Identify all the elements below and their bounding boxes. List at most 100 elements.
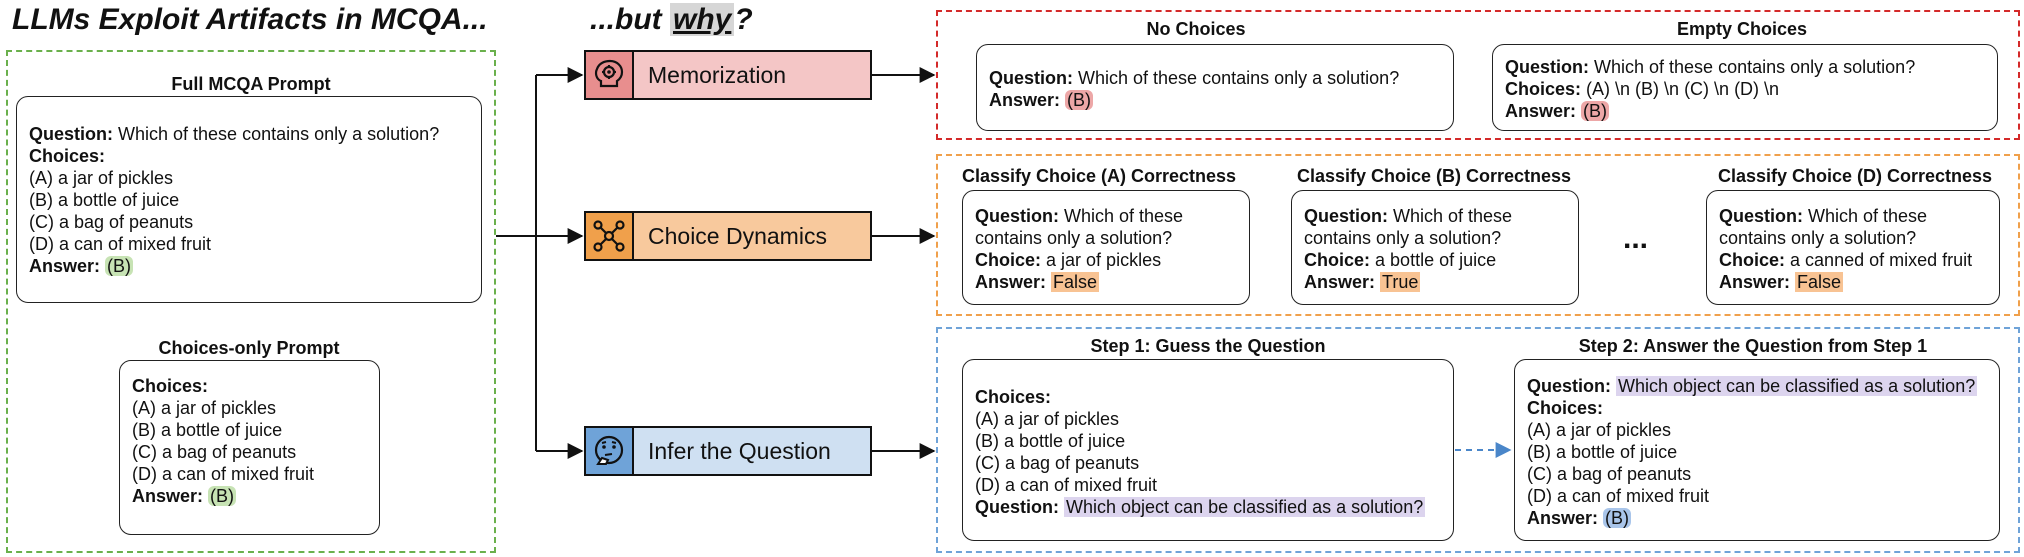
ec-choices-text: (A) \n (B) \n (C) \n (D) \n	[1586, 79, 1780, 99]
subtitle: ...but why?	[590, 3, 753, 37]
s2-choice-a: (A) a jar of pickles	[1527, 420, 1672, 440]
dyn-a-answer-line: Answer: False	[975, 271, 1237, 293]
method-infer-question: Infer the Question	[584, 426, 872, 476]
s2-answer-value: (B)	[1603, 508, 1632, 528]
dyn-a-choice-text: a jar of pickles	[1046, 250, 1162, 270]
dyn-d-question-line2: contains only a solution?	[1719, 228, 1917, 248]
dyn-a-choice-line: Choice: a jar of pickles	[975, 249, 1237, 271]
nc-answer-value: (B)	[1065, 90, 1094, 110]
dyn-card-d-label: Classify Choice (D) Correctness	[1717, 166, 1993, 186]
memorization-label: Memorization	[648, 61, 787, 88]
ec-question-line: Question: Which of these contains only a…	[1505, 56, 1985, 78]
co-choices-label: Choices:	[132, 376, 209, 396]
s2-choice-b: (B) a bottle of juice	[1527, 442, 1678, 462]
ec-question-label: Question:	[1505, 57, 1589, 77]
choices-only-label: Choices-only Prompt	[158, 338, 340, 358]
thinking-face-icon	[586, 428, 634, 474]
full-prompt-box: Question: Which of these contains only a…	[16, 96, 482, 303]
dyn-card-b-box: Question: Which of these contains only a…	[1291, 190, 1579, 305]
method-choice-dynamics: Choice Dynamics	[584, 211, 872, 261]
full-choice-c: (C) a bag of peanuts	[29, 212, 194, 232]
empty-choices-label: Empty Choices	[1676, 19, 1808, 39]
ec-answer-label: Answer:	[1505, 101, 1577, 121]
s2-choices-label: Choices:	[1527, 398, 1604, 418]
full-answer-value: (B)	[105, 256, 134, 276]
no-choices-box: Question: Which of these contains only a…	[976, 44, 1454, 131]
ec-answer-line: Answer: (B)	[1505, 100, 1985, 122]
dyn-d-answer-label: Answer:	[1719, 272, 1791, 292]
subtitle-suffix: ?	[734, 3, 753, 36]
dyn-d-answer-value: False	[1795, 272, 1844, 292]
s2-question-text: Which object can be classified as a solu…	[1616, 376, 1978, 396]
method-memorization: Memorization	[584, 50, 872, 100]
dyn-a-question-label: Question:	[975, 206, 1059, 226]
s1-question-text: Which object can be classified as a solu…	[1064, 497, 1426, 517]
main-title: LLMs Exploit Artifacts in MCQA...	[12, 3, 488, 36]
co-answer-value: (B)	[208, 486, 237, 506]
full-question-label: Question:	[29, 124, 113, 144]
full-choice-b: (B) a bottle of juice	[29, 190, 180, 210]
brain-gear-icon	[586, 52, 634, 98]
step1-box: Choices: (A) a jar of pickles (B) a bott…	[962, 359, 1454, 541]
input-prompts-panel	[6, 50, 496, 553]
dyn-ellipsis: ...	[1623, 222, 1649, 255]
dyn-a-question-line2: contains only a solution?	[975, 228, 1173, 248]
infer-question-label: Infer the Question	[648, 437, 831, 464]
ec-choices-line: Choices: (A) \n (B) \n (C) \n (D) \n	[1505, 78, 1985, 100]
s2-choice-d: (D) a can of mixed fruit	[1527, 486, 1710, 506]
infer-question-panel	[936, 327, 2020, 553]
full-answer-line: Answer: (B)	[29, 255, 469, 277]
nc-answer-label: Answer:	[989, 90, 1061, 110]
dyn-b-question-label: Question:	[1304, 206, 1388, 226]
dyn-d-choice-text: a canned of mixed fruit	[1790, 250, 1973, 270]
co-choice-d: (D) a can of mixed fruit	[132, 464, 315, 484]
ec-question-text: Which of these contains only a solution?	[1594, 57, 1916, 77]
dyn-d-question-label: Question:	[1719, 206, 1803, 226]
subtitle-why: why	[669, 3, 735, 36]
full-question-line: Question: Which of these contains only a…	[29, 123, 469, 145]
co-answer-line: Answer: (B)	[132, 485, 367, 507]
dyn-card-a-box: Question: Which of these contains only a…	[962, 190, 1250, 305]
dyn-b-choice-line: Choice: a bottle of juice	[1304, 249, 1566, 271]
s1-choice-b: (B) a bottle of juice	[975, 431, 1126, 451]
nc-answer-line: Answer: (B)	[989, 89, 1441, 111]
dyn-d-choice-label: Choice:	[1719, 250, 1786, 270]
nc-question-label: Question:	[989, 68, 1073, 88]
full-choices-label: Choices:	[29, 146, 106, 166]
s2-question-line: Question: Which object can be classified…	[1527, 375, 1987, 397]
no-choices-label: No Choices	[1146, 19, 1246, 39]
dyn-a-answer-label: Answer:	[975, 272, 1047, 292]
full-question-text: Which of these contains only a solution?	[118, 124, 440, 144]
full-choice-d: (D) a can of mixed fruit	[29, 234, 212, 254]
s1-question-label: Question:	[975, 497, 1059, 517]
network-icon	[586, 213, 634, 259]
s2-choice-c: (C) a bag of peanuts	[1527, 464, 1692, 484]
dyn-card-d-box: Question: Which of these contains only a…	[1706, 190, 2000, 305]
dyn-b-answer-label: Answer:	[1304, 272, 1376, 292]
dyn-d-question-text1: Which of these	[1808, 206, 1928, 226]
s1-choice-a: (A) a jar of pickles	[975, 409, 1120, 429]
s1-choice-c: (C) a bag of peanuts	[975, 453, 1140, 473]
subtitle-prefix: ...but	[590, 3, 670, 36]
dyn-a-answer-value: False	[1051, 272, 1100, 292]
s1-choice-d: (D) a can of mixed fruit	[975, 475, 1158, 495]
dyn-b-answer-value: True	[1380, 272, 1421, 292]
dyn-b-answer-line: Answer: True	[1304, 271, 1566, 293]
choice-dynamics-panel	[936, 154, 2020, 316]
dyn-a-question-text1: Which of these	[1064, 206, 1184, 226]
full-answer-label: Answer:	[29, 256, 101, 276]
step2-label: Step 2: Answer the Question from Step 1	[1578, 336, 1928, 356]
full-prompt-label: Full MCQA Prompt	[171, 74, 331, 94]
empty-choices-box: Question: Which of these contains only a…	[1492, 44, 1998, 131]
dyn-a-question-line1: Question: Which of these	[975, 205, 1237, 227]
dyn-card-b-label: Classify Choice (B) Correctness	[1296, 166, 1572, 186]
dyn-b-choice-label: Choice:	[1304, 250, 1371, 270]
dyn-b-question-line2: contains only a solution?	[1304, 228, 1502, 248]
s2-answer-line: Answer: (B)	[1527, 507, 1987, 529]
ec-choices-label: Choices:	[1505, 79, 1582, 99]
s2-answer-label: Answer:	[1527, 508, 1599, 528]
nc-question-text: Which of these contains only a solution?	[1078, 68, 1400, 88]
choices-only-box: Choices: (A) a jar of pickles (B) a bott…	[119, 360, 380, 535]
step1-label: Step 1: Guess the Question	[1090, 336, 1326, 356]
